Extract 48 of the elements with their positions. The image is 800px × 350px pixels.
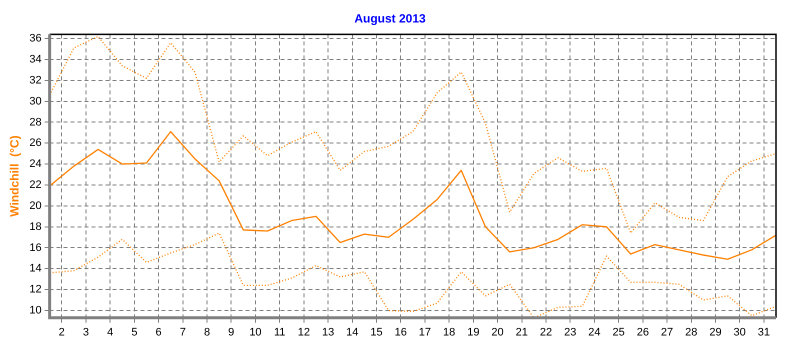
y-tick-label: 26 [29,137,42,150]
x-tick-label: 19 [467,326,480,338]
x-tick-label: 20 [491,326,504,338]
y-tick-label: 36 [29,32,42,45]
x-tick-label: 13 [322,326,334,338]
x-tick-label: 24 [588,326,601,338]
x-tick-label: 12 [298,326,310,338]
x-tick-label: 3 [82,326,90,338]
y-tick-label: 12 [29,284,42,296]
x-tick-label: 17 [418,326,432,338]
chart-title: August 2013 [354,12,426,26]
y-tick-label: 24 [29,158,42,170]
y-tick-label: 28 [29,116,42,128]
x-tick-label: 11 [274,326,286,338]
x-tick-label: 18 [443,326,456,338]
x-tick-label: 7 [180,326,186,338]
line-series [50,36,776,234]
x-tick-label: 26 [636,326,649,338]
x-tick-label: 23 [564,326,576,338]
x-tick-label: 21 [516,326,528,338]
y-tick-label: 30 [29,95,42,108]
line-series [50,232,776,318]
y-tick-label: 10 [29,304,42,317]
x-tick-label: 2 [58,326,65,338]
y-tick-label: 18 [29,220,42,233]
x-tick-label: 10 [249,326,262,338]
x-tick-label: 30 [734,326,746,338]
x-tick-label: 15 [370,326,383,338]
y-tick-label: 34 [29,54,42,66]
x-tick-label: 16 [394,326,407,338]
x-tick-label: 8 [204,326,210,338]
y-tick-label: 14 [29,262,42,275]
y-axis-title: Windchill (°C) [8,135,22,217]
x-tick-label: 31 [758,326,770,338]
x-tick-label: 28 [685,326,698,338]
y-tick-label: 16 [29,242,42,254]
x-tick-label: 5 [131,326,138,338]
y-tick-label: 32 [29,74,42,86]
y-tick-label: 22 [29,179,42,192]
x-tick-label: 27 [660,326,674,338]
y-tick-label: 20 [29,200,42,212]
x-tick-label: 14 [346,326,358,338]
x-tick-label: 25 [612,326,625,338]
x-tick-label: 4 [107,326,114,338]
x-tick-label: 6 [156,326,162,338]
x-tick-label: 22 [540,326,552,338]
x-tick-label: 29 [709,326,722,338]
x-tick-label: 9 [228,326,234,338]
